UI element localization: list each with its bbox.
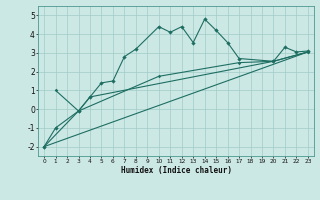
X-axis label: Humidex (Indice chaleur): Humidex (Indice chaleur) bbox=[121, 166, 231, 175]
